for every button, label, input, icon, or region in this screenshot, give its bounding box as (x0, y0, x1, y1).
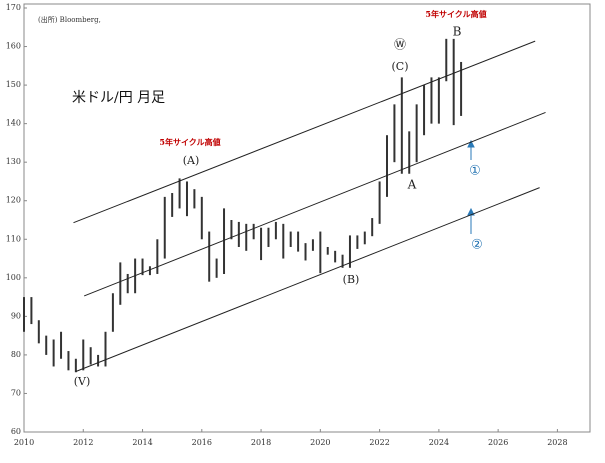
arrow-head (467, 139, 475, 148)
x-tick-label: 2018 (251, 438, 271, 447)
x-tick-label: 2028 (547, 438, 567, 447)
x-tick-label: 2026 (488, 438, 508, 447)
channel-line (83, 111, 546, 297)
y-tick-label: 160 (6, 42, 21, 51)
x-tick-label: 2024 (429, 438, 449, 447)
y-tick-label: 90 (11, 311, 21, 320)
arrows (467, 139, 475, 234)
annotation: A (407, 178, 417, 192)
annotation: 米ドル/円 月足 (72, 90, 165, 106)
y-tick-label: 80 (11, 350, 21, 359)
y-tick-label: 130 (6, 157, 21, 166)
annotation: ② (471, 238, 483, 253)
x-tick-label: 2014 (132, 438, 152, 447)
x-tick-label: 2012 (73, 438, 93, 447)
y-tick-label: 150 (6, 80, 21, 89)
annotation: ① (469, 164, 481, 179)
y-tick-label: 140 (6, 119, 21, 128)
y-tick-label: 100 (6, 273, 21, 282)
annotation: (出所) Bloomberg, (38, 15, 101, 24)
y-tick-label: 60 (11, 427, 21, 436)
annotation: (V) (74, 375, 91, 388)
annotation: 5年サイクル高値 (159, 137, 220, 147)
annotation: (B) (343, 273, 360, 286)
y-tick-label: 110 (6, 234, 21, 243)
channel-line (75, 187, 540, 372)
y-tick-label: 120 (6, 196, 21, 205)
x-tick-label: 2010 (14, 438, 34, 447)
x-tick-label: 2022 (369, 438, 389, 447)
x-tick-label: 2020 (310, 438, 330, 447)
y-tick-label: 70 (11, 388, 21, 397)
annotation: Ⓦ (394, 38, 406, 52)
annotation: (C) (392, 60, 409, 73)
x-tick-label: 2016 (192, 438, 212, 447)
channel-line (73, 40, 536, 224)
annotation: B (453, 25, 462, 39)
annotation: (A) (183, 154, 200, 167)
y-tick-label: 170 (6, 3, 21, 12)
annotation: 5年サイクル高値 (425, 9, 486, 19)
plot-frame (23, 3, 591, 433)
